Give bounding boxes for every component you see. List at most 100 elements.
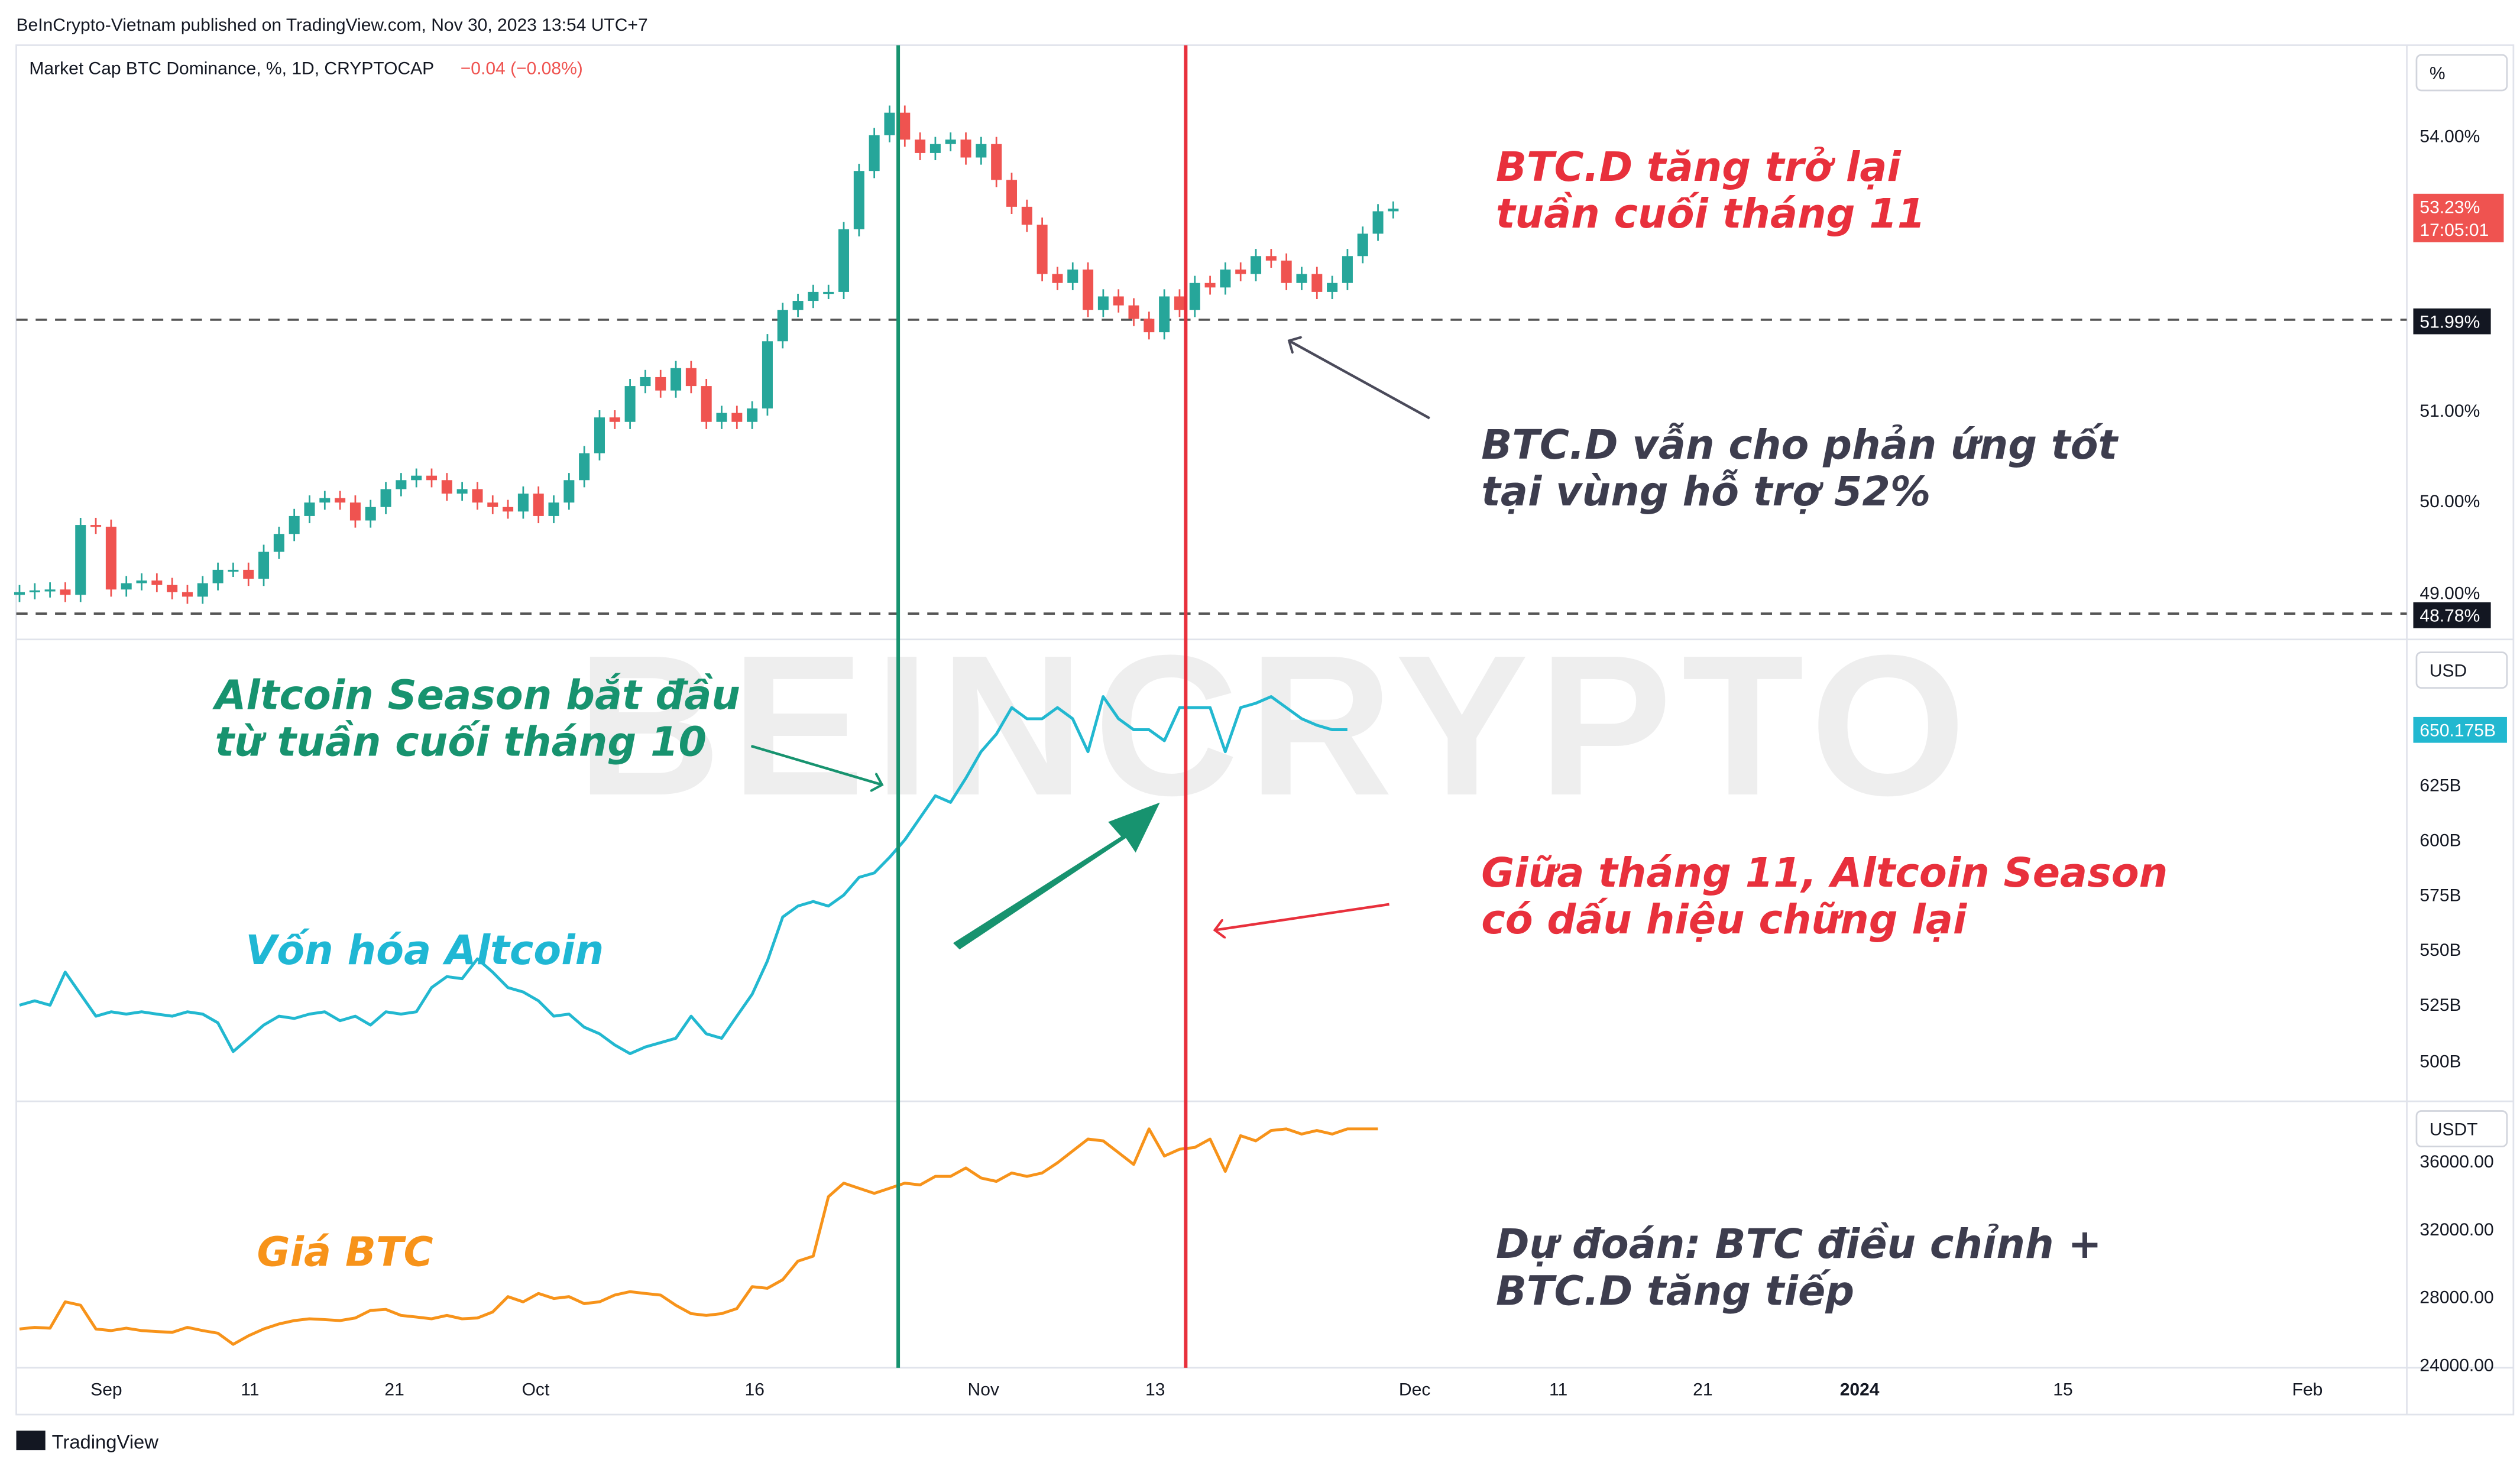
candle-body <box>1067 269 1078 283</box>
candle-body <box>808 291 819 301</box>
altcap-axis: 625B 600B 575B 550B 525B 500B <box>2419 776 2461 1072</box>
candle-body <box>472 489 483 503</box>
last-price-tag: 53.23% 17:05:01 <box>2413 193 2504 242</box>
candle-body <box>90 525 102 527</box>
candle-body <box>899 112 911 140</box>
candle-body <box>747 408 758 422</box>
btcd-axis: 54.00% 51.00% 50.00% 49.00% <box>2419 126 2480 603</box>
candle-body <box>365 507 376 521</box>
altcap-tick: 525B <box>2419 995 2461 1015</box>
candle-body <box>1265 256 1277 261</box>
candle-body <box>777 310 788 342</box>
candle-body <box>869 135 880 171</box>
candle-body <box>503 507 514 512</box>
time-tick: Oct <box>522 1380 550 1399</box>
time-tick: 13 <box>1145 1380 1165 1399</box>
candle-body <box>1251 256 1262 274</box>
support-price-value: 51.99% <box>2419 313 2480 332</box>
altseason-start-note-line2: từ tuần cuối tháng 10 <box>215 719 707 765</box>
candle-body <box>685 368 697 387</box>
candle-body <box>671 368 682 391</box>
btcprice-axis: 36000.00 32000.00 28000.00 24000.00 <box>2419 1152 2493 1375</box>
btcd-rise-note-line1: BTC.D tăng trở lại <box>1496 144 1902 191</box>
usd-unit-button[interactable]: USD <box>2415 651 2508 689</box>
candle-body <box>1097 296 1109 310</box>
altseason-pause-arrow <box>1215 903 1389 930</box>
time-tick: Nov <box>968 1380 999 1399</box>
candle-body <box>1128 305 1139 319</box>
candle-body <box>731 413 743 422</box>
candle-body <box>1036 225 1048 274</box>
bar-countdown: 17:05:01 <box>2419 220 2489 240</box>
symbol-title[interactable]: Market Cap BTC Dominance, %, 1D, CRYPTOC… <box>29 59 434 79</box>
candle-body <box>182 592 193 597</box>
support-arrow <box>1289 340 1430 420</box>
btc-price-label: Giá BTC <box>257 1230 433 1276</box>
forecast-note-line2: BTC.D tăng tiếp <box>1496 1268 1854 1315</box>
altcap-tick: 575B <box>2419 885 2461 905</box>
altcoin-cap-label: Vốn hóa Altcoin <box>245 927 604 974</box>
pct-unit-button[interactable]: % <box>2415 54 2508 92</box>
candle-body <box>380 489 391 507</box>
candle-body <box>60 589 71 595</box>
tradingview-logo-icon <box>16 1430 46 1451</box>
tradingview-logo[interactable]: TradingView <box>16 1430 159 1452</box>
time-tick: Dec <box>1399 1380 1430 1399</box>
candle-body <box>304 502 315 516</box>
time-tick: 21 <box>1693 1380 1712 1399</box>
publisher-line: BeInCrypto-Vietnam published on TradingV… <box>17 15 648 35</box>
altcoin-cap-line <box>19 695 1348 1055</box>
candle-body <box>1372 211 1384 234</box>
candle-body <box>487 502 498 507</box>
candle-body <box>517 494 529 512</box>
candle-body <box>929 144 941 153</box>
candle-body <box>960 140 971 158</box>
candle-body <box>456 489 468 494</box>
candle-body <box>991 144 1002 180</box>
candle-body <box>151 580 163 585</box>
btcd-candles <box>14 105 1399 604</box>
support-price-tag: 51.99% <box>2413 308 2491 335</box>
candle-body <box>1144 319 1155 333</box>
altcoin-cap-series <box>19 695 1348 1055</box>
candle-body <box>167 585 178 592</box>
candle-body <box>823 291 834 294</box>
candle-body <box>1189 283 1200 310</box>
candle-body <box>1021 206 1032 225</box>
candle-body <box>533 494 544 516</box>
candle-body <box>273 534 284 552</box>
btc-price-series <box>19 1127 1378 1346</box>
lower-price-tag: 48.78% <box>2413 602 2491 628</box>
candle-body <box>1113 296 1124 306</box>
candle-body <box>945 140 956 144</box>
tradingview-logo-text: TradingView <box>52 1430 159 1452</box>
time-tick: 16 <box>745 1380 765 1399</box>
btcprice-tick: 36000.00 <box>2419 1152 2493 1172</box>
candle-body <box>853 171 864 229</box>
candle-body <box>1220 269 1231 288</box>
candle-body <box>349 502 361 521</box>
candle-body <box>1006 180 1018 207</box>
btc-price-line <box>19 1127 1378 1346</box>
time-tick: 11 <box>241 1380 259 1399</box>
btcd-support-note-line2: tại vùng hỗ trợ 52% <box>1481 469 1931 515</box>
btcprice-tick: 28000.00 <box>2419 1288 2493 1308</box>
candle-body <box>884 112 895 135</box>
usdt-unit-button[interactable]: USDT <box>2415 1110 2508 1147</box>
candle-body <box>335 498 346 503</box>
candle-body <box>75 525 86 595</box>
forecast-note-line1: Dự đoán: BTC điều chỉnh + <box>1496 1221 2102 1268</box>
candle-body <box>14 592 25 595</box>
candle-body <box>792 301 804 310</box>
altcap-value-tag: 650.175B <box>2413 716 2507 743</box>
candle-body <box>1296 274 1307 283</box>
btcd-tick: 50.00% <box>2419 492 2480 511</box>
chart-frame <box>15 44 2515 1416</box>
beincrypto-watermark: BEINCRYPTO <box>576 613 1975 837</box>
candle-body <box>563 480 575 503</box>
candle-body <box>1281 260 1292 283</box>
altcap-tick: 600B <box>2419 831 2461 850</box>
candle-body <box>1204 283 1216 288</box>
